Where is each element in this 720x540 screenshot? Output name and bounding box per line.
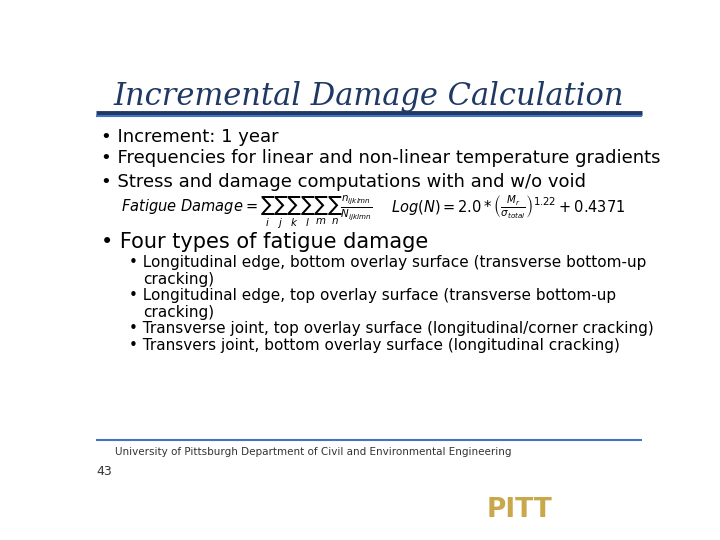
Text: ENGINEERING: ENGINEERING [620,517,688,528]
Text: • Four types of fatigue damage: • Four types of fatigue damage [101,232,428,252]
Text: • Increment: 1 year: • Increment: 1 year [101,128,279,146]
Text: $\mathit{Fatigue\ Damage} = \sum_i \sum_j \sum_k \sum_l \sum_m \sum_n \frac{n_{i: $\mathit{Fatigue\ Damage} = \sum_i \sum_… [121,194,372,231]
Text: • Transverse joint, top overlay surface (longitudinal/corner cracking): • Transverse joint, top overlay surface … [129,321,654,336]
Text: • Stress and damage computations with and w/o void: • Stress and damage computations with an… [101,173,586,191]
Text: University of Pittsburgh Department of Civil and Environmental Engineering: University of Pittsburgh Department of C… [115,447,511,457]
Text: cracking): cracking) [143,305,215,320]
Text: • Longitudinal edge, top overlay surface (transverse bottom-up: • Longitudinal edge, top overlay surface… [129,288,616,303]
Text: • Longitudinal edge, bottom overlay surface (transverse bottom-up: • Longitudinal edge, bottom overlay surf… [129,255,647,270]
Text: Incremental Damage Calculation: Incremental Damage Calculation [114,82,624,112]
Text: • Frequencies for linear and non-linear temperature gradients: • Frequencies for linear and non-linear … [101,149,661,167]
Text: 43: 43 [96,465,112,478]
Text: • Transvers joint, bottom overlay surface (longitudinal cracking): • Transvers joint, bottom overlay surfac… [129,339,620,353]
Text: cracking): cracking) [143,272,215,287]
Text: $Log(N) = 2.0 * \left(\frac{M_r}{\sigma_{total}}\right)^{1.22} + 0.4371$: $Log(N) = 2.0 * \left(\frac{M_r}{\sigma_… [392,194,626,221]
Text: SWANSON: SWANSON [620,498,701,512]
Text: PITT: PITT [487,497,552,523]
